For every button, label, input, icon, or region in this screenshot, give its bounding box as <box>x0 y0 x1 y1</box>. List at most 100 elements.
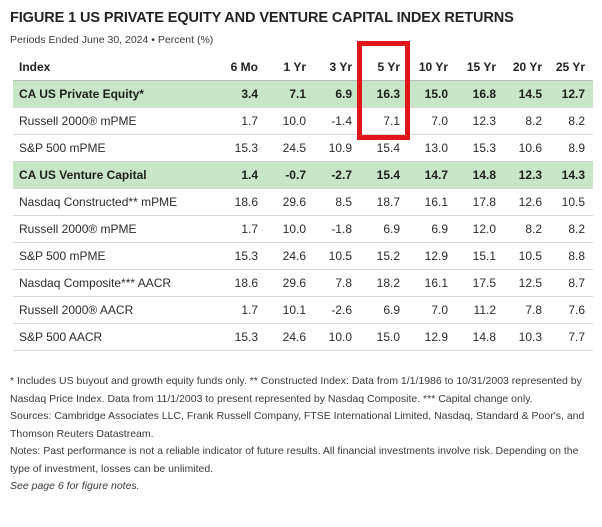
cell-15-yr: 11.2 <box>456 296 504 324</box>
cell-3-yr: 10.0 <box>314 323 360 351</box>
cell-20-yr: 8.2 <box>504 215 550 243</box>
row-label: S&P 500 mPME <box>13 134 218 162</box>
column-header-1-yr: 1 Yr <box>266 54 314 81</box>
cell-6-mo: 15.3 <box>218 323 266 351</box>
table-header-row: Index 6 Mo 1 Yr 3 Yr 5 Yr 10 Yr 15 Yr 20 Yr 25 Y… <box>13 54 593 81</box>
cell-15-yr: 12.3 <box>456 107 504 135</box>
returns-table-wrapper: Index 6 Mo 1 Yr 3 Yr 5 Yr 10 Yr 15 Yr 20 Yr 25 Y… <box>13 41 593 351</box>
cell-25-yr: 12.7 <box>550 80 593 108</box>
cell-1-yr: 7.1 <box>266 80 314 108</box>
cell-10-yr: 12.9 <box>408 323 456 351</box>
cell-20-yr: 12.6 <box>504 188 550 216</box>
cell-5-yr: 16.3 <box>360 80 408 108</box>
cell-6-mo: 1.7 <box>218 296 266 324</box>
cell-25-yr: 10.5 <box>550 188 593 216</box>
cell-20-yr: 14.5 <box>504 80 550 108</box>
figure-notes: * Includes US buyout and growth equity f… <box>10 373 594 496</box>
cell-20-yr: 10.6 <box>504 134 550 162</box>
row-label: CA US Venture Capital <box>13 161 218 189</box>
cell-1-yr: 29.6 <box>266 188 314 216</box>
cell-5-yr: 7.1 <box>360 107 408 135</box>
table-row: Nasdaq Constructed** mPME 18.6 29.6 8.5 18.7… <box>13 188 593 216</box>
cell-1-yr: 29.6 <box>266 269 314 297</box>
cell-6-mo: 3.4 <box>218 80 266 108</box>
cell-15-yr: 15.1 <box>456 242 504 270</box>
cell-3-yr: -2.6 <box>314 296 360 324</box>
cell-6-mo: 15.3 <box>218 134 266 162</box>
cell-25-yr: 8.7 <box>550 269 593 297</box>
cell-15-yr: 14.8 <box>456 323 504 351</box>
cell-10-yr: 6.9 <box>408 215 456 243</box>
column-header-10-yr: 10 Yr <box>408 54 456 81</box>
row-label: CA US Private Equity* <box>13 80 218 108</box>
cell-3-yr: -1.4 <box>314 107 360 135</box>
cell-25-yr: 8.2 <box>550 107 593 135</box>
cell-15-yr: 16.8 <box>456 80 504 108</box>
cell-3-yr: 8.5 <box>314 188 360 216</box>
table-row: S&P 500 mPME 15.3 24.5 10.9 15.4 13.0 15.3 10.6… <box>13 134 593 162</box>
column-header-5-yr: 5 Yr <box>360 54 408 81</box>
cell-20-yr: 12.3 <box>504 161 550 189</box>
table-row: Russell 2000® mPME 1.7 10.0 -1.4 7.1 7.0 12.3 8… <box>13 107 593 135</box>
cell-15-yr: 15.3 <box>456 134 504 162</box>
cell-1-yr: 24.6 <box>266 242 314 270</box>
cell-15-yr: 17.8 <box>456 188 504 216</box>
cell-10-yr: 16.1 <box>408 269 456 297</box>
cell-1-yr: 10.0 <box>266 107 314 135</box>
cell-10-yr: 12.9 <box>408 242 456 270</box>
cell-20-yr: 10.3 <box>504 323 550 351</box>
cell-5-yr: 15.0 <box>360 323 408 351</box>
row-label: Nasdaq Constructed** mPME <box>13 188 218 216</box>
row-label: Russell 2000® AACR <box>13 296 218 324</box>
table-row: Russell 2000® mPME 1.7 10.0 -1.8 6.9 6.9 12.0 8… <box>13 215 593 243</box>
row-label: S&P 500 mPME <box>13 242 218 270</box>
table-row: Russell 2000® AACR 1.7 10.1 -2.6 6.9 7.0 11.2 7… <box>13 296 593 324</box>
table-row: S&P 500 mPME 15.3 24.6 10.5 15.2 12.9 15.1 10.5… <box>13 242 593 270</box>
column-header-15-yr: 15 Yr <box>456 54 504 81</box>
row-label: S&P 500 AACR <box>13 323 218 351</box>
cell-25-yr: 7.7 <box>550 323 593 351</box>
table-body: CA US Private Equity* 3.4 7.1 6.9 16.3 15.0 16… <box>13 80 593 351</box>
cell-25-yr: 7.6 <box>550 296 593 324</box>
cell-20-yr: 7.8 <box>504 296 550 324</box>
column-header-20-yr: 20 Yr <box>504 54 550 81</box>
cell-6-mo: 15.3 <box>218 242 266 270</box>
table-row: S&P 500 AACR 15.3 24.6 10.0 15.0 12.9 14.8 10.3… <box>13 323 593 351</box>
row-label: Russell 2000® mPME <box>13 107 218 135</box>
figure-subtitle: Periods Ended June 30, 2024 • Percent (%… <box>10 34 214 46</box>
cell-10-yr: 13.0 <box>408 134 456 162</box>
cell-5-yr: 15.4 <box>360 161 408 189</box>
row-label: Nasdaq Composite*** AACR <box>13 269 218 297</box>
row-label: Russell 2000® mPME <box>13 215 218 243</box>
cell-1-yr: 10.0 <box>266 215 314 243</box>
cell-3-yr: 10.5 <box>314 242 360 270</box>
returns-table: Index 6 Mo 1 Yr 3 Yr 5 Yr 10 Yr 15 Yr 20 Yr 25 Y… <box>13 54 593 351</box>
cell-3-yr: 10.9 <box>314 134 360 162</box>
cell-6-mo: 1.4 <box>218 161 266 189</box>
cell-3-yr: -2.7 <box>314 161 360 189</box>
column-header-6-mo: 6 Mo <box>218 54 266 81</box>
sources-text: Sources: Cambridge Associates LLC, Frank… <box>10 410 585 440</box>
cell-6-mo: 1.7 <box>218 215 266 243</box>
cell-10-yr: 14.7 <box>408 161 456 189</box>
disclaimer-text: Notes: Past performance is not a reliabl… <box>10 445 579 475</box>
cell-5-yr: 15.4 <box>360 134 408 162</box>
cell-25-yr: 8.9 <box>550 134 593 162</box>
table-row: Nasdaq Composite*** AACR 18.6 29.6 7.8 18.2 1… <box>13 269 593 297</box>
cell-25-yr: 8.8 <box>550 242 593 270</box>
column-header-3-yr: 3 Yr <box>314 54 360 81</box>
cell-1-yr: 10.1 <box>266 296 314 324</box>
cell-25-yr: 14.3 <box>550 161 593 189</box>
cell-15-yr: 12.0 <box>456 215 504 243</box>
cell-5-yr: 6.9 <box>360 296 408 324</box>
cell-25-yr: 8.2 <box>550 215 593 243</box>
footnote-text: * Includes US buyout and growth equity f… <box>10 375 582 405</box>
cell-3-yr: -1.8 <box>314 215 360 243</box>
cell-5-yr: 18.7 <box>360 188 408 216</box>
cell-6-mo: 1.7 <box>218 107 266 135</box>
figure-title: FIGURE 1 US PRIVATE EQUITY AND VENTURE C… <box>10 10 514 26</box>
cell-5-yr: 6.9 <box>360 215 408 243</box>
table-group-row: CA US Venture Capital 1.4 -0.7 -2.7 15.4 14.7… <box>13 161 593 189</box>
cell-15-yr: 17.5 <box>456 269 504 297</box>
cell-6-mo: 18.6 <box>218 269 266 297</box>
